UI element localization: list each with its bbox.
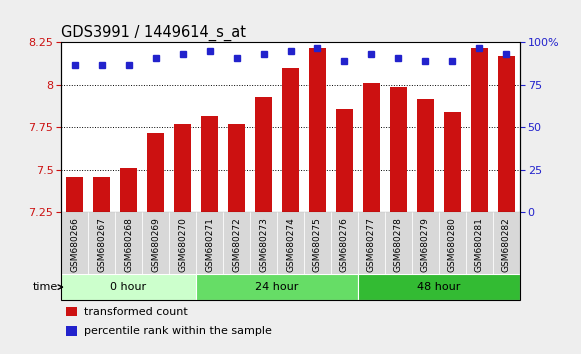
Text: GSM680274: GSM680274 — [286, 217, 295, 272]
Bar — [196, 274, 358, 300]
Bar — [444, 112, 461, 212]
Text: GDS3991 / 1449614_s_at: GDS3991 / 1449614_s_at — [61, 25, 246, 41]
Bar — [169, 212, 196, 274]
Text: GSM680272: GSM680272 — [232, 217, 241, 272]
Bar — [66, 307, 77, 316]
Bar — [417, 98, 433, 212]
Text: GSM680268: GSM680268 — [124, 217, 133, 272]
Bar — [498, 56, 515, 212]
Bar — [88, 212, 115, 274]
Bar — [471, 47, 487, 212]
Bar — [223, 212, 250, 274]
Bar — [493, 212, 520, 274]
Bar — [148, 132, 164, 212]
Bar — [363, 83, 379, 212]
Text: GSM680278: GSM680278 — [394, 217, 403, 272]
Bar — [61, 274, 196, 300]
Bar — [385, 212, 412, 274]
Text: GSM680280: GSM680280 — [448, 217, 457, 272]
Text: GSM680266: GSM680266 — [70, 217, 79, 272]
Text: GSM680270: GSM680270 — [178, 217, 187, 272]
Bar — [202, 115, 218, 212]
Bar — [66, 326, 77, 336]
Bar — [390, 87, 407, 212]
Bar — [174, 124, 191, 212]
Text: 48 hour: 48 hour — [417, 282, 461, 292]
Text: GSM680282: GSM680282 — [502, 217, 511, 272]
Text: GSM680279: GSM680279 — [421, 217, 430, 272]
Bar — [277, 212, 304, 274]
Bar — [439, 212, 466, 274]
Bar — [61, 212, 88, 274]
Text: GSM680275: GSM680275 — [313, 217, 322, 272]
Text: GSM680276: GSM680276 — [340, 217, 349, 272]
Text: transformed count: transformed count — [84, 307, 188, 316]
Bar — [228, 124, 245, 212]
Bar — [304, 212, 331, 274]
Text: time: time — [33, 282, 58, 292]
Bar — [196, 212, 223, 274]
Bar — [256, 97, 271, 212]
Text: GSM680277: GSM680277 — [367, 217, 376, 272]
Text: percentile rank within the sample: percentile rank within the sample — [84, 326, 272, 336]
Bar — [250, 212, 277, 274]
Text: 24 hour: 24 hour — [255, 282, 299, 292]
Bar — [120, 168, 137, 212]
Bar — [466, 212, 493, 274]
Bar — [282, 68, 299, 212]
Text: 0 hour: 0 hour — [110, 282, 146, 292]
Bar — [66, 177, 83, 212]
Bar — [336, 109, 353, 212]
Text: GSM680273: GSM680273 — [259, 217, 268, 272]
Bar — [331, 212, 358, 274]
Bar — [94, 177, 110, 212]
Bar — [358, 274, 520, 300]
Text: GSM680281: GSM680281 — [475, 217, 484, 272]
Text: GSM680267: GSM680267 — [97, 217, 106, 272]
Bar — [115, 212, 142, 274]
Bar — [142, 212, 169, 274]
Bar — [358, 212, 385, 274]
Bar — [412, 212, 439, 274]
Bar — [310, 47, 325, 212]
Text: GSM680269: GSM680269 — [151, 217, 160, 272]
Text: GSM680271: GSM680271 — [205, 217, 214, 272]
